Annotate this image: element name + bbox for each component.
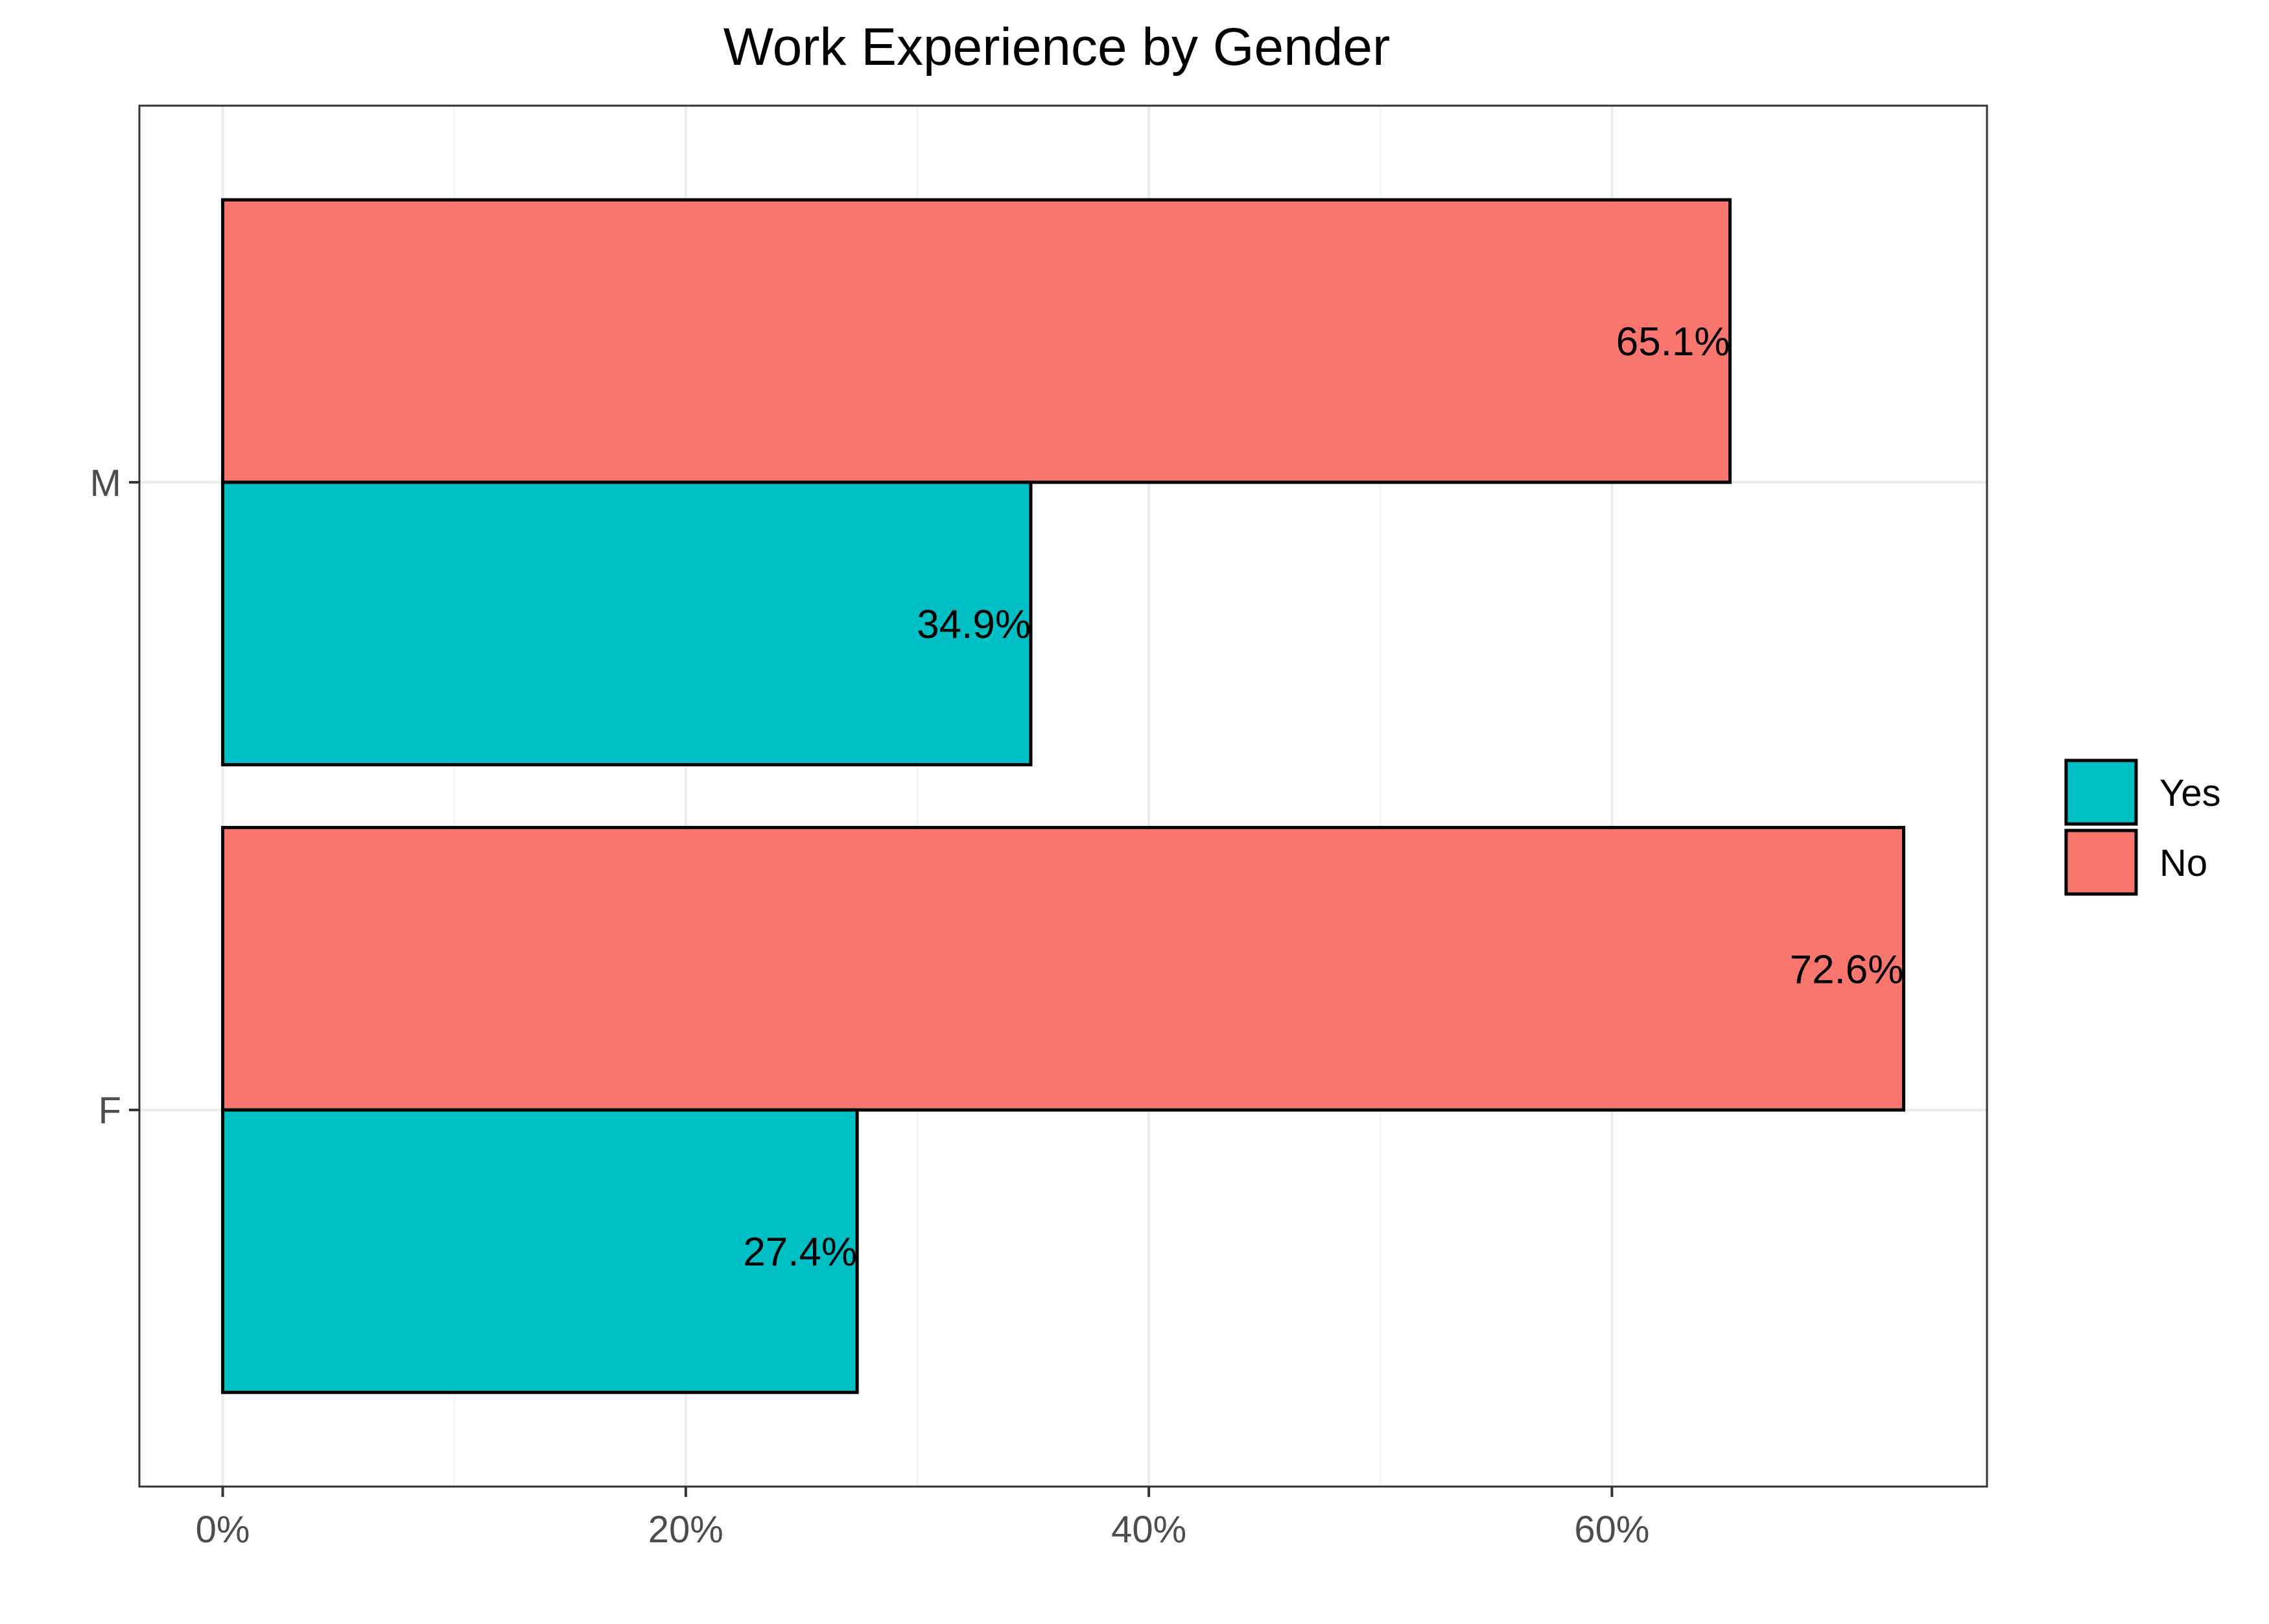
legend-label-yes: Yes	[2159, 772, 2221, 814]
x-tick-label: 20%	[648, 1509, 723, 1551]
chart-title: Work Experience by Gender	[723, 18, 1391, 76]
x-tick-label: 0%	[196, 1509, 250, 1551]
data-labels: 65.1% 34.9% 72.6% 27.4%	[743, 320, 1903, 1275]
legend-key-yes	[2064, 759, 2138, 826]
data-label-m-no: 65.1%	[1616, 320, 1730, 364]
legend-key-no	[2064, 829, 2138, 896]
data-label-f-no: 72.6%	[1790, 947, 1904, 992]
data-label-m-yes: 34.9%	[917, 602, 1031, 647]
bars	[221, 198, 1905, 1395]
axes: 0% 20% 40% 60% M F	[90, 462, 1650, 1551]
legend: Yes No	[2064, 759, 2221, 896]
legend-label-no: No	[2159, 842, 2207, 884]
data-label-f-yes: 27.4%	[743, 1230, 857, 1275]
y-tick-label-m: M	[90, 462, 121, 504]
x-tick-label: 40%	[1111, 1509, 1186, 1551]
bar-m-yes	[221, 480, 1033, 767]
bar-f-no	[221, 825, 1905, 1112]
x-tick-label: 60%	[1574, 1509, 1649, 1551]
bar-f-yes	[221, 1108, 859, 1395]
panel-border	[138, 104, 1988, 1488]
y-tick-label-f: F	[99, 1090, 121, 1132]
bar-m-no	[221, 198, 1732, 484]
